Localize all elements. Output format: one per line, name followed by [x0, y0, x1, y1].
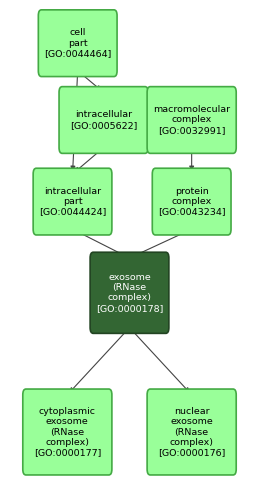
FancyBboxPatch shape [38, 10, 117, 76]
Text: cell
part
[GO:0044464]: cell part [GO:0044464] [44, 28, 111, 58]
Text: intracellular
part
[GO:0044424]: intracellular part [GO:0044424] [39, 187, 106, 216]
Text: macromolecular
complex
[GO:0032991]: macromolecular complex [GO:0032991] [153, 105, 230, 135]
Text: intracellular
[GO:0005622]: intracellular [GO:0005622] [70, 110, 137, 130]
FancyBboxPatch shape [33, 168, 112, 235]
Text: cytoplasmic
exosome
(RNase
complex)
[GO:0000177]: cytoplasmic exosome (RNase complex) [GO:… [34, 407, 101, 457]
FancyBboxPatch shape [23, 389, 112, 475]
FancyBboxPatch shape [59, 86, 148, 154]
Text: nuclear
exosome
(RNase
complex)
[GO:0000176]: nuclear exosome (RNase complex) [GO:0000… [158, 407, 225, 457]
FancyBboxPatch shape [147, 86, 236, 154]
FancyBboxPatch shape [90, 252, 169, 333]
Text: protein
complex
[GO:0043234]: protein complex [GO:0043234] [158, 187, 226, 216]
FancyBboxPatch shape [147, 389, 236, 475]
Text: exosome
(RNase
complex)
[GO:0000178]: exosome (RNase complex) [GO:0000178] [96, 273, 163, 313]
FancyBboxPatch shape [152, 168, 231, 235]
